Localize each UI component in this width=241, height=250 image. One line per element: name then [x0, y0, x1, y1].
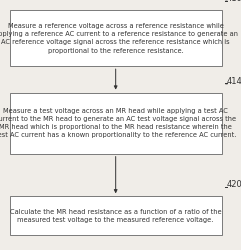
- FancyBboxPatch shape: [10, 196, 222, 235]
- Text: Calculate the MR head resistance as a function of a ratio of the
measured test v: Calculate the MR head resistance as a fu…: [10, 208, 221, 223]
- Text: 410: 410: [227, 0, 241, 3]
- Text: Measure a test voltage across an MR head while applying a test AC
current to the: Measure a test voltage across an MR head…: [0, 108, 236, 138]
- Text: 420: 420: [227, 180, 241, 189]
- Text: 414: 414: [227, 76, 241, 86]
- Text: Measure a reference voltage across a reference resistance while
applying a refer: Measure a reference voltage across a ref…: [0, 23, 238, 54]
- FancyBboxPatch shape: [10, 10, 222, 66]
- FancyBboxPatch shape: [10, 92, 222, 154]
